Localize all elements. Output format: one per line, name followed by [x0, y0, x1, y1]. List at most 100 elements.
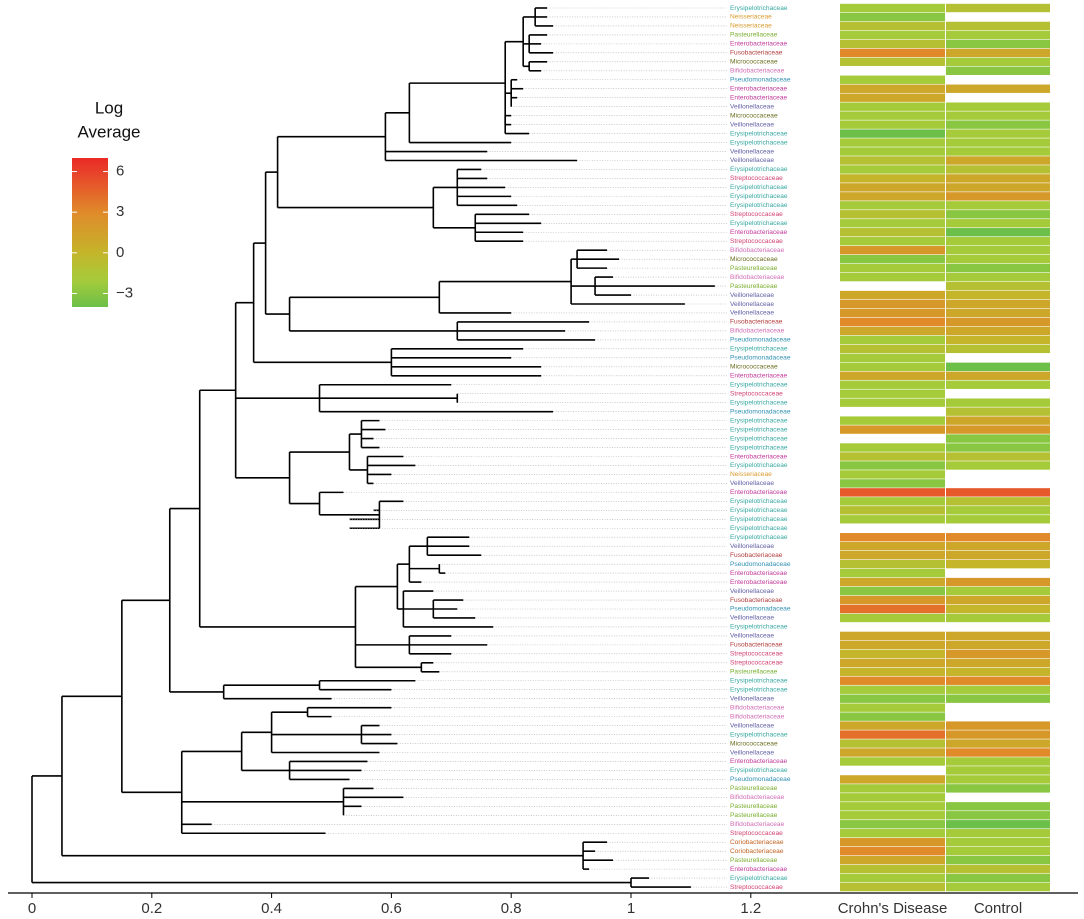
leaf-label: Bifidobacteriaceae	[730, 704, 785, 711]
heatmap-cell	[840, 882, 945, 892]
heatmap-cell	[840, 515, 945, 524]
heatmap-cell	[840, 604, 945, 614]
heatmap-cell	[840, 210, 945, 219]
heatmap-cell	[840, 784, 945, 793]
leaf-label: Erysipelotrichaceae	[730, 417, 788, 424]
heatmap-cell	[946, 192, 1050, 201]
legend-tick-label: 0	[116, 244, 124, 261]
leaf-label: Pasteurellaceae	[730, 857, 778, 864]
leaf-label: Veillonellaceae	[730, 588, 774, 595]
heatmap-cell	[946, 613, 1050, 623]
heatmap-cell	[840, 667, 945, 676]
heatmap-cell	[840, 694, 945, 703]
heatmap-cell	[840, 470, 945, 479]
leaf-label: Erysipelotrichaceae	[730, 435, 788, 442]
leaf-label: Erysipelotrichaceae	[730, 399, 788, 406]
leaf-label: Streptococcaceae	[730, 238, 783, 245]
leaf-label: Enterobacteriaceae	[730, 758, 788, 765]
heatmap-cell	[946, 820, 1050, 829]
heatmap-cell	[946, 111, 1050, 120]
heatmap-cell	[946, 120, 1050, 129]
leaf-label: Erysipelotrichaceae	[730, 875, 788, 882]
heatmap-cell	[946, 398, 1050, 407]
heatmap-cell	[840, 703, 945, 712]
heatmap-cell	[840, 775, 945, 784]
heatmap-cell	[840, 497, 945, 506]
leaf-label: Erysipelotrichaceae	[730, 525, 788, 532]
leaf-label: Erysipelotrichaceae	[730, 130, 788, 137]
heatmap-cell	[840, 237, 945, 246]
heatmap-cell	[840, 685, 945, 694]
leaf-label: Fusobacteriaceae	[730, 552, 783, 559]
heatmap-cell	[840, 838, 945, 847]
heatmap-cell	[840, 488, 945, 497]
heatmap-cell	[840, 75, 945, 84]
leaf-label: Pseudomonadaceae	[730, 606, 791, 613]
heatmap-cell	[840, 84, 945, 93]
heatmap-cell	[946, 174, 1050, 183]
leaf-label: Erysipelotrichaceae	[730, 534, 788, 541]
heatmap-cell	[840, 353, 945, 363]
heatmap-cell	[840, 542, 945, 551]
leaf-label: Erysipelotrichaceae	[730, 686, 788, 693]
leaf-label: Bifidobacteriaceae	[730, 713, 785, 720]
leaf-label: Pseudomonadaceae	[730, 337, 791, 344]
heatmap-cell	[946, 254, 1050, 264]
heatmap-cell	[840, 299, 945, 309]
heatmap-cell	[946, 802, 1050, 811]
heatmap-cell	[840, 326, 945, 336]
leaf-label: Veillonellaceae	[730, 695, 774, 702]
leaf-label: Pasteurellaceae	[730, 265, 778, 272]
heatmap-cell	[946, 846, 1050, 856]
heatmap-cell	[840, 793, 945, 802]
leaf-label: Enterobacteriaceae	[730, 489, 788, 496]
leaf-label: Veillonellaceae	[730, 121, 774, 128]
heatmap-cell	[840, 129, 945, 138]
heatmap-cell	[840, 479, 945, 488]
heatmap-cell	[946, 290, 1050, 300]
heatmap-cell	[946, 371, 1050, 380]
heatmap-cell	[840, 748, 945, 757]
leaf-label: Enterobacteriaceae	[730, 866, 788, 873]
leaf-label: Coriobacteriaceae	[730, 848, 784, 855]
heatmap-cell	[840, 676, 945, 685]
leaf-label: Enterobacteriaceae	[730, 570, 788, 577]
leaf-label: Fusobacteriaceae	[730, 597, 783, 604]
heatmap-cell	[946, 604, 1050, 614]
leaf-label: Pasteurellaceae	[730, 669, 778, 676]
heatmap-cell	[840, 829, 945, 838]
heatmap-cell	[946, 658, 1050, 668]
leaf-label: Erysipelotrichaceae	[730, 166, 788, 173]
leaf-label: Erysipelotrichaceae	[730, 220, 788, 227]
leaf-label: Erysipelotrichaceae	[730, 426, 788, 433]
heatmap-cell	[946, 577, 1050, 587]
heatmap-cell	[946, 263, 1050, 273]
leaf-label: Erysipelotrichaceae	[730, 381, 788, 388]
heatmap-cell	[946, 66, 1050, 75]
x-tick-label: 0.8	[501, 900, 522, 917]
leaf-label: Bifidobacteriaceae	[730, 274, 785, 281]
leaf-label: Fusobacteriaceae	[730, 642, 783, 649]
leaf-label: Pasteurellaceae	[730, 803, 778, 810]
heatmap-cell	[946, 245, 1050, 255]
leaf-label: Veillonellaceae	[730, 292, 774, 299]
leaf-label: Streptococcaceae	[730, 660, 783, 667]
heatmap-cell	[840, 371, 945, 380]
column-label: Crohn's Disease	[838, 900, 948, 917]
heatmap-cell	[946, 156, 1050, 165]
heatmap-cell	[840, 308, 945, 318]
leaf-label: Micrococcaceae	[730, 740, 778, 747]
heatmap-cell	[840, 640, 945, 650]
heatmap-cell	[840, 811, 945, 820]
heatmap-cell	[840, 12, 945, 22]
heatmap-cell	[946, 497, 1050, 506]
leaf-label: Fusobacteriaceae	[730, 319, 783, 326]
heatmap-cell	[946, 165, 1050, 174]
heatmap-cell	[840, 254, 945, 264]
leaf-label: Micrococcaceae	[730, 256, 778, 263]
heatmap-cell	[840, 21, 945, 31]
heatmap-cell	[840, 658, 945, 668]
heatmap-cell	[840, 93, 945, 102]
leaf-label: Enterobacteriaceae	[730, 453, 788, 460]
